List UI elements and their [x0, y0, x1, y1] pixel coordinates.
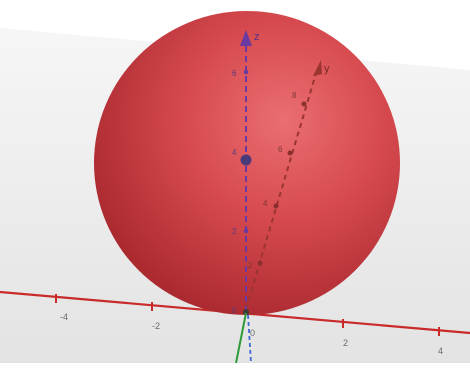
arrow-head-icon [313, 60, 322, 76]
x-tick-label: 4 [438, 346, 443, 356]
origin-point[interactable] [243, 309, 249, 315]
y-axis-label: y [324, 63, 330, 75]
y-tick-label: 8 [292, 91, 297, 100]
x-tick-label: -2 [152, 321, 160, 331]
y-tick-label: 6 [278, 145, 283, 154]
x-tick-label: 2 [343, 338, 348, 348]
z-axis-label: z [254, 31, 260, 43]
z-axis: z 6 4 2 0 [232, 30, 260, 315]
lower-axes [235, 312, 252, 364]
y-tick-label: 2 [248, 261, 253, 270]
point-icon[interactable] [240, 154, 252, 166]
y-tick-label: 4 [263, 199, 268, 208]
z-tick-label: 0 [232, 306, 237, 315]
x-tick-label: 0 [250, 328, 255, 338]
z-tick-point [243, 69, 249, 75]
y-axis: y 8 6 4 2 [245, 60, 330, 310]
y-tick-point [301, 101, 307, 107]
z-tick-label: 6 [232, 69, 237, 78]
y-tick-point [273, 203, 279, 209]
y-tick-point [287, 150, 293, 156]
x-tick-label: -4 [60, 312, 68, 322]
y-tick-point [257, 260, 263, 266]
z-tick-label: 2 [232, 227, 237, 236]
z-tick-label: 4 [232, 148, 237, 157]
arrow-head-icon [240, 30, 252, 46]
z-tick-point [243, 228, 249, 234]
